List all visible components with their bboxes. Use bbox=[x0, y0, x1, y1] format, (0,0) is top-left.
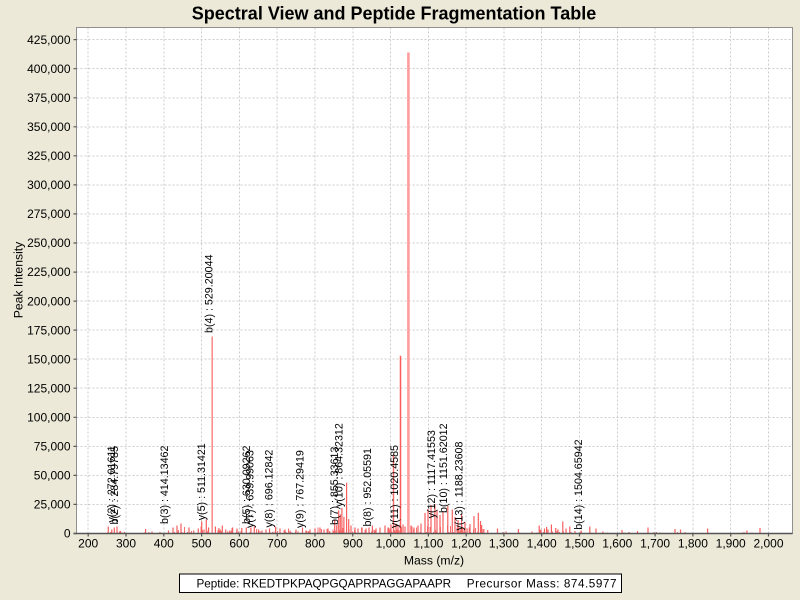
svg-text:75,000: 75,000 bbox=[34, 440, 71, 454]
svg-text:375,000: 375,000 bbox=[27, 91, 71, 105]
svg-text:0: 0 bbox=[64, 527, 71, 541]
svg-text:300,000: 300,000 bbox=[27, 178, 71, 192]
svg-text:b(14) : 1504.65942: b(14) : 1504.65942 bbox=[573, 439, 585, 529]
svg-text:400: 400 bbox=[154, 537, 174, 551]
svg-text:600: 600 bbox=[229, 537, 249, 551]
svg-text:1,700: 1,700 bbox=[640, 537, 670, 551]
svg-text:Spectral View and Peptide Frag: Spectral View and Peptide Fragmentation … bbox=[192, 4, 596, 24]
svg-text:Mass (m/z): Mass (m/z) bbox=[404, 554, 464, 568]
svg-text:400,000: 400,000 bbox=[27, 62, 71, 76]
svg-text:350,000: 350,000 bbox=[27, 120, 71, 134]
svg-text:25,000: 25,000 bbox=[34, 498, 71, 512]
svg-text:b(10) : 1151.62012: b(10) : 1151.62012 bbox=[438, 423, 450, 513]
svg-text:1,400: 1,400 bbox=[527, 537, 557, 551]
svg-text:1,000: 1,000 bbox=[376, 537, 406, 551]
svg-text:y(9) : 767.29419: y(9) : 767.29419 bbox=[294, 450, 306, 528]
svg-text:325,000: 325,000 bbox=[27, 149, 71, 163]
svg-text:y(8) : 696.12842: y(8) : 696.12842 bbox=[264, 450, 276, 528]
svg-text:b(7) : 855.33613: b(7) : 855.33613 bbox=[329, 447, 341, 525]
svg-text:b(4) : 529.20044: b(4) : 529.20044 bbox=[203, 255, 215, 333]
svg-text:800: 800 bbox=[305, 537, 325, 551]
svg-text:700: 700 bbox=[267, 537, 287, 551]
svg-text:y(13) : 1188.23608: y(13) : 1188.23608 bbox=[454, 442, 466, 531]
svg-text:300: 300 bbox=[116, 537, 136, 551]
svg-text:200: 200 bbox=[78, 537, 98, 551]
svg-text:Peak Intensity: Peak Intensity bbox=[12, 241, 26, 318]
svg-text:250,000: 250,000 bbox=[27, 236, 71, 250]
svg-text:y(5) : 511.31421: y(5) : 511.31421 bbox=[196, 443, 208, 520]
svg-text:b(3) : 414.13462: b(3) : 414.13462 bbox=[159, 446, 171, 524]
svg-text:2,000: 2,000 bbox=[753, 537, 783, 551]
svg-text:y(7) : 639.99063: y(7) : 639.99063 bbox=[245, 450, 257, 528]
svg-text:b(8) : 952.05591: b(8) : 952.05591 bbox=[362, 448, 374, 526]
svg-text:1,300: 1,300 bbox=[489, 537, 519, 551]
svg-text:y(2) : 272.01611: y(2) : 272.01611 bbox=[106, 445, 118, 522]
svg-text:225,000: 225,000 bbox=[27, 265, 71, 279]
svg-text:200,000: 200,000 bbox=[27, 294, 71, 308]
svg-text:y(12) : 1117.41553: y(12) : 1117.41553 bbox=[426, 430, 438, 518]
svg-text:y(11) : 1020.4585: y(11) : 1020.4585 bbox=[389, 445, 401, 528]
svg-text:b(5) : 630.09262: b(5) : 630.09262 bbox=[241, 446, 253, 524]
svg-text:50,000: 50,000 bbox=[34, 469, 71, 483]
svg-text:1,200: 1,200 bbox=[451, 537, 481, 551]
svg-text:1,100: 1,100 bbox=[413, 537, 443, 551]
svg-text:425,000: 425,000 bbox=[27, 33, 71, 47]
svg-text:150,000: 150,000 bbox=[27, 352, 71, 366]
svg-text:500: 500 bbox=[192, 537, 212, 551]
svg-text:900: 900 bbox=[343, 537, 363, 551]
svg-text:1,500: 1,500 bbox=[564, 537, 594, 551]
svg-text:y(10) : 864.32312: y(10) : 864.32312 bbox=[334, 423, 346, 507]
svg-text:275,000: 275,000 bbox=[27, 207, 71, 221]
svg-text:1,600: 1,600 bbox=[602, 537, 632, 551]
svg-text:125,000: 125,000 bbox=[27, 381, 71, 395]
svg-text:100,000: 100,000 bbox=[27, 411, 71, 425]
svg-text:175,000: 175,000 bbox=[27, 323, 71, 337]
svg-text:1,800: 1,800 bbox=[678, 537, 708, 551]
svg-text:b(2) : 284.79785: b(2) : 284.79785 bbox=[109, 446, 121, 524]
svg-text:Precursor Mass: 874.5977: Precursor Mass: 874.5977 bbox=[467, 578, 617, 591]
svg-text:1,900: 1,900 bbox=[716, 537, 746, 551]
svg-text:Peptide: RKEDTPKPAQPGQAPRPAGGA: Peptide: RKEDTPKPAQPGQAPRPAGGAPAAPR bbox=[197, 578, 452, 591]
